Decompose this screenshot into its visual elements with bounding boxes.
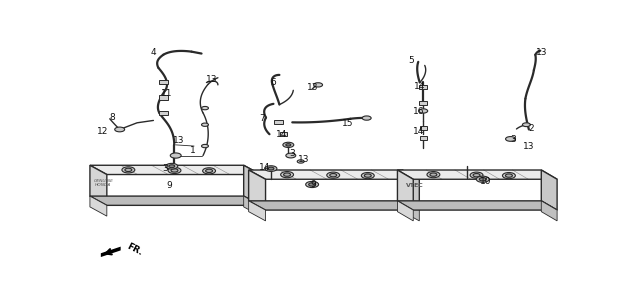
Text: 4: 4 [150, 48, 156, 57]
Circle shape [470, 172, 483, 178]
Polygon shape [90, 196, 107, 216]
Polygon shape [541, 170, 557, 210]
Text: 13: 13 [172, 136, 184, 145]
Circle shape [283, 142, 294, 148]
Circle shape [166, 163, 178, 169]
Text: 1: 1 [190, 146, 196, 155]
Text: 14: 14 [259, 163, 271, 172]
Circle shape [170, 153, 181, 158]
Circle shape [203, 168, 216, 174]
Text: 14: 14 [276, 130, 287, 139]
Circle shape [306, 181, 319, 188]
Circle shape [169, 165, 175, 168]
Polygon shape [244, 165, 260, 205]
FancyBboxPatch shape [280, 132, 287, 136]
Circle shape [115, 127, 125, 132]
Polygon shape [248, 170, 419, 179]
Text: 10: 10 [480, 177, 492, 186]
Polygon shape [248, 170, 266, 210]
Circle shape [419, 109, 428, 113]
Text: 2: 2 [529, 124, 534, 133]
Circle shape [205, 169, 212, 172]
Polygon shape [90, 196, 260, 205]
Circle shape [327, 172, 340, 178]
Circle shape [297, 160, 304, 163]
Circle shape [286, 144, 291, 146]
Text: GENUINE
HONDA: GENUINE HONDA [93, 179, 113, 187]
Polygon shape [397, 170, 413, 210]
Text: 9: 9 [166, 181, 172, 190]
Polygon shape [101, 247, 121, 257]
FancyBboxPatch shape [419, 101, 428, 105]
Text: 6: 6 [271, 78, 276, 87]
Text: 15: 15 [342, 119, 353, 128]
Text: 9: 9 [310, 180, 316, 189]
Circle shape [330, 173, 337, 177]
Circle shape [268, 167, 274, 170]
Text: 14: 14 [414, 82, 426, 91]
Circle shape [202, 144, 209, 148]
Text: 11: 11 [161, 89, 173, 98]
Polygon shape [244, 196, 260, 216]
Polygon shape [248, 201, 266, 221]
FancyBboxPatch shape [159, 111, 168, 115]
Text: 13: 13 [298, 155, 310, 164]
Polygon shape [397, 201, 413, 221]
Text: 3: 3 [510, 135, 516, 144]
Text: 5: 5 [408, 56, 414, 65]
Circle shape [502, 172, 515, 179]
Circle shape [427, 172, 440, 178]
Text: 13: 13 [523, 142, 534, 151]
Circle shape [522, 123, 531, 127]
Text: FR.: FR. [125, 242, 145, 257]
Text: 8: 8 [109, 113, 115, 122]
Circle shape [168, 167, 181, 173]
Polygon shape [90, 165, 107, 205]
Text: 3: 3 [163, 164, 168, 173]
Circle shape [280, 172, 294, 178]
Circle shape [171, 169, 178, 172]
Circle shape [202, 123, 209, 126]
FancyBboxPatch shape [274, 120, 283, 124]
Circle shape [473, 173, 480, 177]
Circle shape [430, 173, 437, 176]
Circle shape [202, 107, 209, 110]
Circle shape [265, 166, 277, 172]
Text: 3: 3 [289, 149, 294, 158]
Text: 13: 13 [536, 48, 547, 57]
Circle shape [362, 116, 371, 120]
Text: 14: 14 [413, 127, 424, 136]
Polygon shape [403, 170, 419, 210]
Polygon shape [90, 165, 260, 175]
FancyBboxPatch shape [159, 80, 168, 84]
Circle shape [125, 168, 132, 172]
Circle shape [122, 167, 135, 173]
Text: 16: 16 [413, 107, 424, 116]
Polygon shape [541, 201, 557, 221]
Circle shape [364, 174, 371, 177]
Text: VTEC: VTEC [406, 183, 424, 188]
Circle shape [476, 176, 489, 182]
Circle shape [284, 173, 291, 176]
Text: 13: 13 [205, 75, 217, 84]
FancyBboxPatch shape [159, 95, 168, 99]
Polygon shape [403, 201, 419, 221]
Circle shape [362, 172, 374, 179]
FancyBboxPatch shape [419, 85, 428, 89]
Text: 12: 12 [97, 127, 108, 136]
Circle shape [506, 174, 513, 177]
FancyBboxPatch shape [419, 127, 427, 130]
FancyBboxPatch shape [419, 136, 427, 140]
Circle shape [286, 153, 296, 158]
Circle shape [479, 178, 486, 181]
Polygon shape [397, 201, 557, 210]
Circle shape [308, 183, 316, 186]
Text: 13: 13 [307, 83, 319, 92]
Polygon shape [397, 170, 557, 179]
Circle shape [506, 136, 515, 141]
Polygon shape [248, 201, 419, 210]
Text: 7: 7 [260, 114, 266, 123]
Circle shape [314, 83, 323, 87]
